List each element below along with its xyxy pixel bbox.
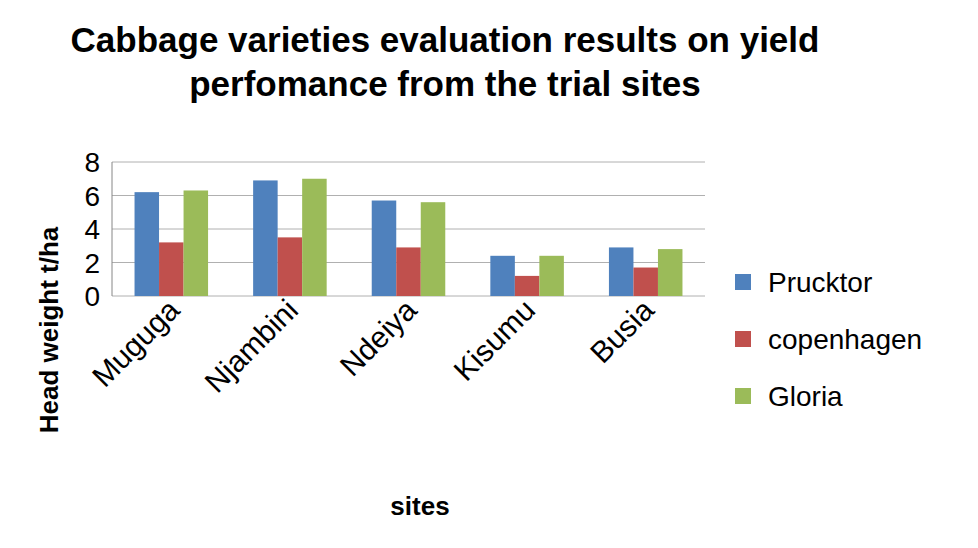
y-tick-label: 0 [84,281,100,312]
legend-label: Gloria [768,381,843,412]
bar [278,237,303,296]
y-axis-line [112,162,113,296]
title-group: Cabbage varieties evaluation results on … [71,20,820,103]
bar [302,179,327,296]
bar [135,192,160,296]
bar [515,276,540,296]
title-line: Cabbage varieties evaluation results on … [71,20,820,59]
legend-label: Prucktor [768,267,872,298]
x-tick-label: Kisumu [447,293,541,387]
bar [372,201,397,296]
title-line: perfomance from the trial sites [189,64,701,103]
bar [396,247,421,296]
bar [658,249,683,296]
x-tick-label: Ndeiya [333,293,423,383]
chart: Cabbage varieties evaluation results on … [0,0,978,548]
x-axis-label: sites [390,491,449,521]
y-tick-label: 4 [84,214,100,245]
bar [184,190,209,296]
x-tick-label: Muguga [86,293,186,393]
x-tick-label: Njambini [198,293,304,399]
y-tick-label: 8 [84,147,100,178]
legend-label: copenhagen [768,324,922,355]
bar [609,247,634,296]
bar [159,242,184,296]
legend: Prucktor copenhagen Gloria [735,267,922,412]
bar [253,180,278,296]
bar [490,256,515,296]
y-tick-label: 6 [84,181,100,212]
bar [539,256,564,296]
bar [633,268,658,296]
legend-swatch [735,388,751,404]
title: Cabbage varieties evaluation results on … [71,20,820,103]
legend-swatch [735,331,751,347]
y-axis-label: Head weight t/ha [34,226,64,433]
bar [421,202,446,296]
x-tick-label: Busia [584,293,661,370]
bars [135,179,683,296]
y-tick-label: 2 [84,248,100,279]
background [0,0,978,548]
legend-swatch [735,274,751,290]
grid-line [112,162,705,163]
